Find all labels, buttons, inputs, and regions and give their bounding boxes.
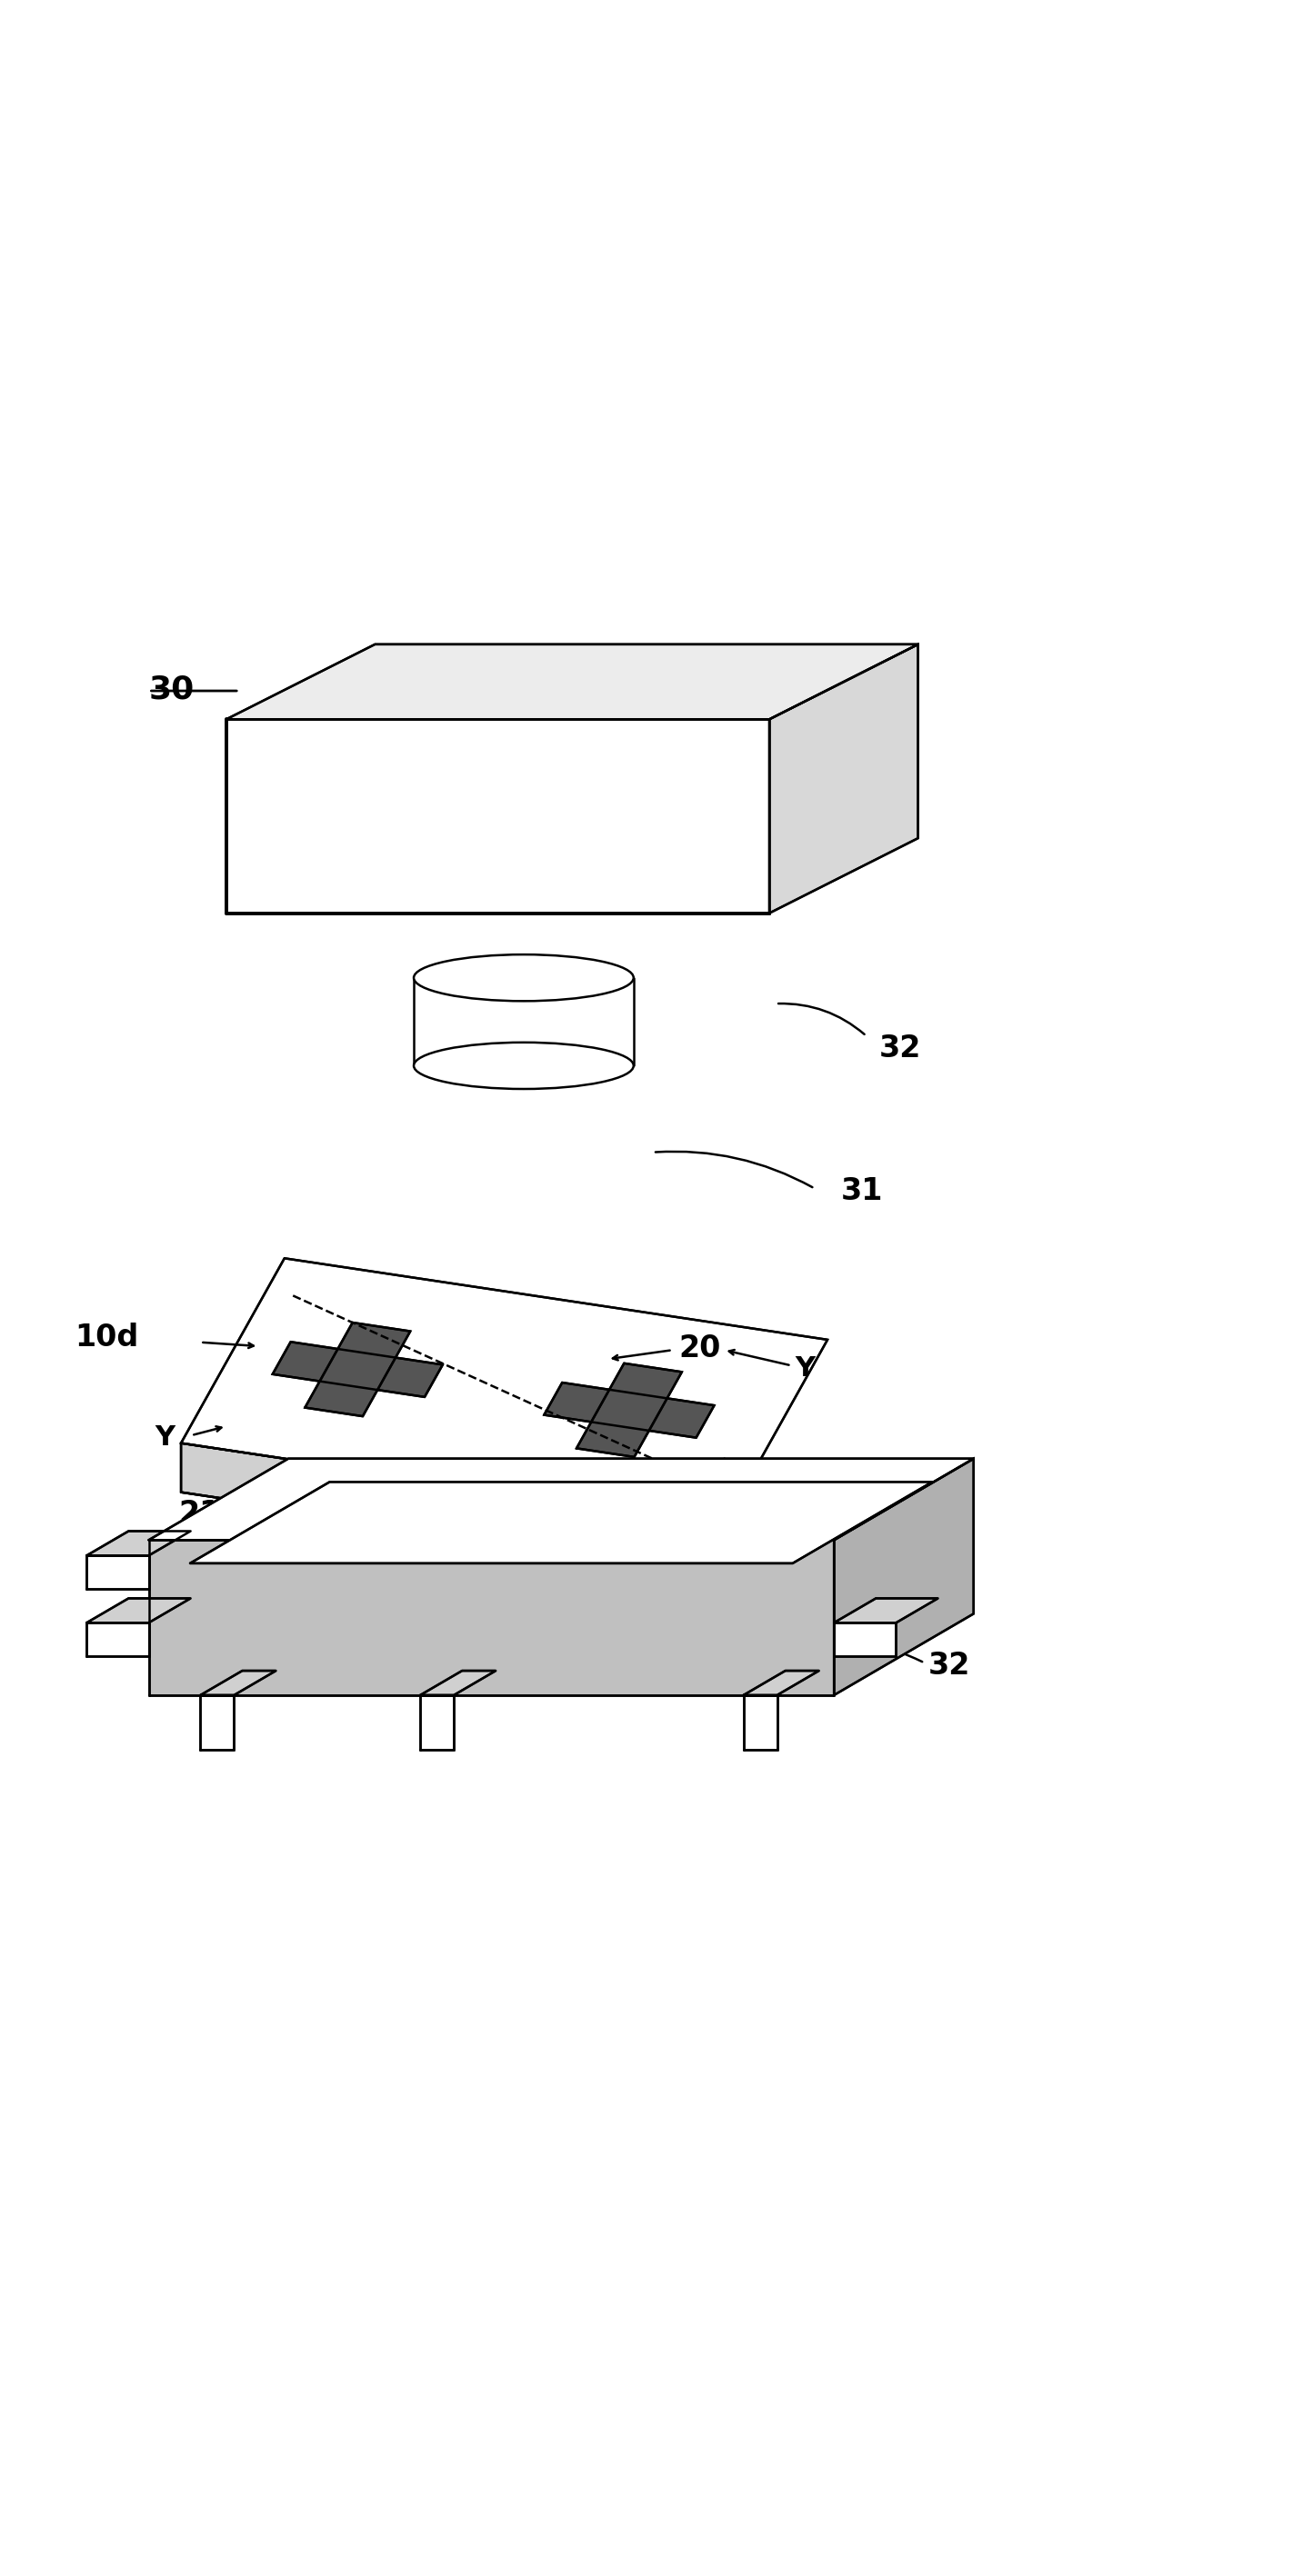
Polygon shape <box>226 644 918 719</box>
Polygon shape <box>200 1695 234 1749</box>
Polygon shape <box>181 1257 828 1525</box>
Polygon shape <box>769 644 918 912</box>
Polygon shape <box>577 1363 681 1458</box>
Polygon shape <box>273 1342 442 1396</box>
Text: 10d: 10d <box>75 1321 138 1352</box>
Polygon shape <box>181 1443 724 1574</box>
Polygon shape <box>87 1556 149 1589</box>
Polygon shape <box>305 1321 410 1417</box>
Text: Y: Y <box>795 1355 815 1381</box>
Polygon shape <box>87 1597 190 1623</box>
Text: 32: 32 <box>879 1033 922 1064</box>
Polygon shape <box>149 1540 834 1695</box>
Polygon shape <box>743 1672 818 1695</box>
Polygon shape <box>544 1383 714 1437</box>
Polygon shape <box>420 1695 454 1749</box>
Text: 30: 30 <box>149 675 194 706</box>
Text: 22: 22 <box>727 1461 769 1492</box>
Polygon shape <box>834 1458 974 1695</box>
Text: 32: 32 <box>928 1651 971 1680</box>
Ellipse shape <box>414 956 634 1002</box>
Polygon shape <box>190 1481 932 1564</box>
Polygon shape <box>834 1597 937 1623</box>
Polygon shape <box>226 719 769 912</box>
Text: Y: Y <box>155 1425 175 1450</box>
Ellipse shape <box>414 1043 634 1090</box>
Polygon shape <box>149 1458 974 1540</box>
Text: 31: 31 <box>840 1177 883 1206</box>
Polygon shape <box>200 1672 275 1695</box>
Polygon shape <box>743 1695 777 1749</box>
Polygon shape <box>420 1672 495 1695</box>
Polygon shape <box>87 1623 149 1656</box>
Polygon shape <box>87 1530 190 1556</box>
Text: 21: 21 <box>178 1499 221 1530</box>
Polygon shape <box>834 1623 896 1656</box>
Text: 20: 20 <box>679 1334 721 1363</box>
